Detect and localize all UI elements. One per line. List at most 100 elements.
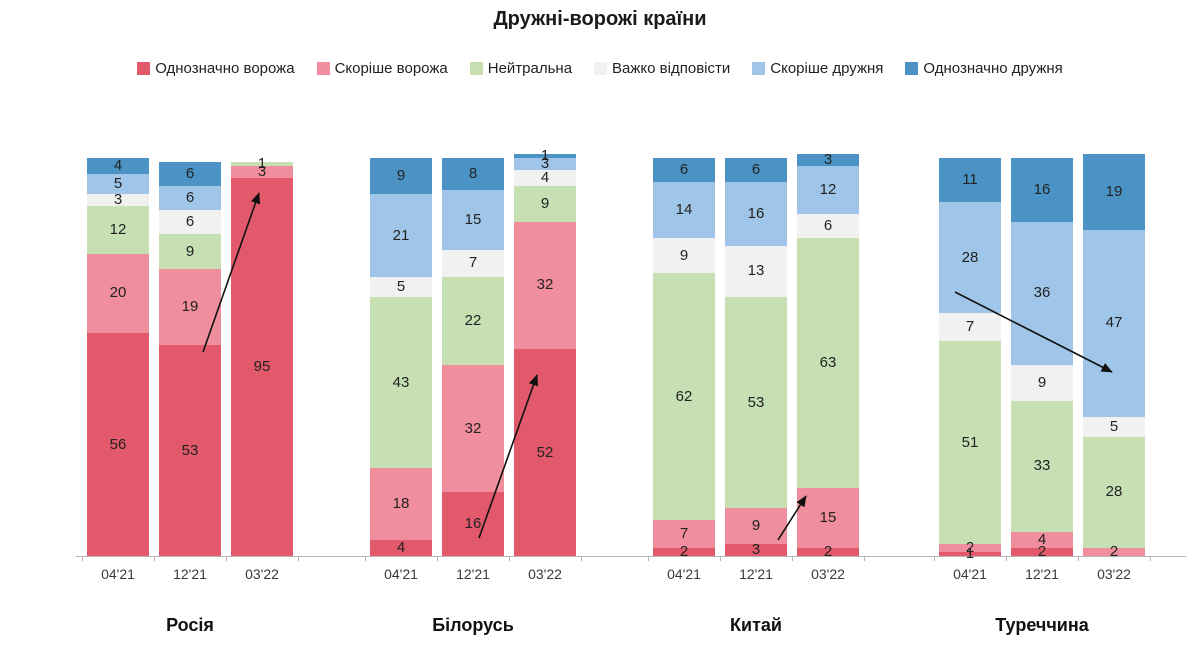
bar-segment (514, 185, 576, 222)
legend-item: Важко відповісти (594, 60, 730, 77)
bar-value-label: 19 (1105, 182, 1123, 200)
bar-value-label: 9 (679, 246, 689, 264)
x-axis-tick-label: 12'21 (456, 566, 490, 582)
bar-segment (725, 245, 787, 298)
bar-segment (725, 544, 787, 556)
bar-segment (87, 173, 149, 194)
bar-value-label: 2 (679, 543, 689, 561)
bar-value-label: 62 (675, 387, 693, 405)
bar-segment (370, 540, 432, 556)
bar-value-label: 6 (185, 164, 195, 182)
bar-value-label: 3 (751, 541, 761, 559)
bar-value-label: 4 (540, 168, 550, 186)
x-axis-tick-label: 04'21 (667, 566, 701, 582)
bar-segment (87, 158, 149, 174)
bar-segment (370, 158, 432, 194)
bar-value-label: 20 (109, 284, 127, 302)
bar-segment (370, 297, 432, 469)
legend-item: Скоріше дружня (752, 60, 883, 77)
bar-segment (442, 189, 504, 250)
bar-value-label: 52 (536, 443, 554, 461)
bar-segment (442, 249, 504, 278)
bar-value-label: 13 (747, 262, 765, 280)
legend-item: Однозначно ворожа (137, 60, 295, 77)
country-label: Китай (730, 615, 782, 635)
bar-value-label: 2 (823, 543, 833, 561)
bar-segment (231, 161, 293, 166)
bar-value-label: 7 (468, 254, 478, 272)
x-axis-tick (226, 556, 227, 561)
bar-value-label: 6 (185, 212, 195, 230)
bar-value-label: 16 (464, 515, 482, 533)
bar-value-label: 3 (113, 190, 123, 208)
bar-segment (159, 161, 221, 186)
bar-value-label: 21 (392, 226, 410, 244)
bar-value-label: 1 (257, 154, 267, 172)
bar-segment (1011, 548, 1073, 556)
bar-value-label: 5 (1109, 417, 1119, 435)
bar-segment (514, 221, 576, 350)
x-axis-tick-label: 03'22 (528, 566, 562, 582)
bar-segment (514, 158, 576, 170)
bar-value-label: 2 (965, 539, 975, 557)
bar-segment (87, 193, 149, 206)
bar-value-label: 4 (396, 539, 406, 557)
bar-value-label: 15 (819, 509, 837, 527)
bar-segment (797, 548, 859, 556)
bar-segment (939, 552, 1001, 556)
bar-segment (939, 341, 1001, 545)
bar-value-label: 8 (468, 164, 478, 182)
x-axis-tick-label: 12'21 (1025, 566, 1059, 582)
bar-segment (442, 277, 504, 365)
bar-value-label: 12 (819, 180, 837, 198)
legend-swatch-icon (905, 62, 919, 75)
bar-value-label: 16 (747, 204, 765, 222)
bar-segment (725, 158, 787, 182)
legend-label: Нейтральна (487, 60, 573, 77)
bar-value-label: 47 (1105, 314, 1123, 332)
bar-value-label: 3 (823, 150, 833, 168)
bar-value-label: 14 (675, 200, 693, 218)
bar-value-label: 9 (540, 194, 550, 212)
bar-value-label: 1 (965, 545, 975, 562)
x-axis-tick-label: 04'21 (384, 566, 418, 582)
legend-swatch-icon (752, 62, 766, 75)
x-axis-tick-label: 03'22 (1097, 566, 1131, 582)
bar-value-label: 6 (185, 188, 195, 206)
bar-value-label: 6 (751, 160, 761, 178)
legend-item: Скоріше ворожа (316, 60, 448, 77)
bar-segment (370, 193, 432, 278)
bar-value-label: 11 (962, 170, 978, 188)
bar-value-label: 5 (396, 278, 406, 296)
bar-value-label: 5 (113, 174, 123, 192)
legend-swatch-icon (594, 62, 608, 75)
x-axis-tick (154, 556, 155, 561)
bar-value-label: 7 (679, 525, 689, 543)
x-axis-tick (1078, 556, 1079, 561)
bar-value-label: 9 (1037, 373, 1047, 391)
bar-segment (159, 345, 221, 556)
bar-segment (1011, 158, 1073, 222)
bar-value-label: 12 (109, 220, 127, 238)
bar-value-label: 2 (1109, 543, 1119, 561)
bar-segment (370, 277, 432, 298)
x-axis-tick-label: 12'21 (173, 566, 207, 582)
bar-value-label: 56 (109, 435, 127, 453)
bar-segment (87, 253, 149, 334)
chart-title: Дружні-ворожі країни (493, 8, 707, 30)
bar-segment (653, 548, 715, 556)
legend-label: Однозначно ворожа (155, 60, 295, 77)
bar-segment (1083, 154, 1145, 230)
bar-value-label: 28 (961, 248, 979, 266)
bar-segment (1083, 548, 1145, 556)
legend-item: Нейтральна (469, 60, 573, 77)
bar-segment (797, 213, 859, 238)
bar-segment (939, 544, 1001, 552)
bar-value-label: 6 (823, 216, 833, 234)
x-axis-tick-label: 12'21 (739, 566, 773, 582)
bar-value-label: 2 (1037, 543, 1047, 561)
legend-label: Важко відповісти (612, 60, 731, 77)
bar-value-label: 9 (185, 242, 195, 260)
bar-value-label: 7 (965, 318, 975, 336)
